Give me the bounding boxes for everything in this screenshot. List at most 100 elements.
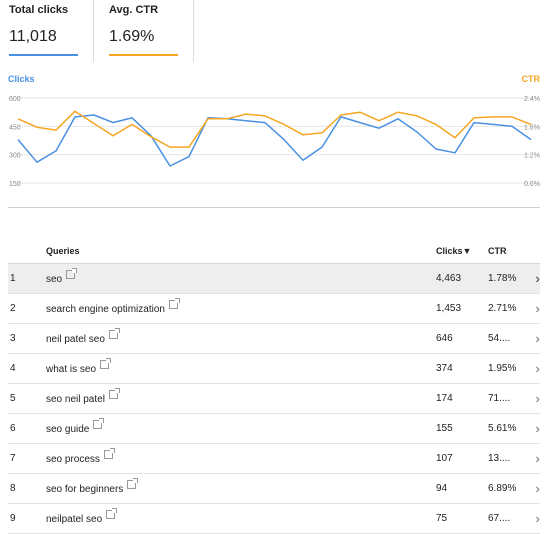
query-cell[interactable]: neil patel seo: [46, 328, 120, 345]
ctr-cell: 1.78%: [488, 273, 517, 284]
clicks-cell: 4,463: [436, 273, 462, 284]
query-text[interactable]: seo guide: [46, 424, 90, 435]
row-index: 1: [10, 273, 16, 284]
query-text[interactable]: search engine optimization: [46, 304, 165, 315]
table-row[interactable]: 8 seo for beginners 94 6.89% ››: [8, 474, 540, 504]
row-index: 2: [10, 303, 16, 314]
ctr-cell: 2.71%: [488, 303, 517, 314]
external-link-icon[interactable]: [100, 358, 112, 369]
line-chart: Clicks CTR 600 2.4% 450 1.8% 300 1.2% 150 0.6%: [8, 74, 541, 188]
clicks-cell: 1,453: [436, 303, 462, 314]
table-body: 1 seo 4,463 1.78% ›› 2 search engine optimizat…: [8, 264, 540, 534]
left-tick-label: 300: [9, 153, 21, 160]
metric-value: 1.69%: [109, 28, 155, 45]
ctr-cell: 1.95%: [488, 363, 517, 374]
clicks-cell: 155: [436, 423, 453, 434]
query-cell[interactable]: seo: [46, 268, 78, 285]
external-link-icon[interactable]: [127, 478, 139, 489]
performance-chart: Clicks CTR 600 2.4% 450 1.8% 300 1.2% 150 0.6%: [0, 70, 553, 215]
query-cell[interactable]: seo process: [46, 448, 115, 465]
row-index: 4: [10, 363, 16, 374]
query-cell[interactable]: search engine optimization: [46, 298, 180, 315]
external-link-icon[interactable]: [66, 268, 78, 279]
right-tick-label: 0.6%: [524, 181, 540, 188]
external-link-icon[interactable]: [93, 418, 105, 429]
clicks-cell: 646: [436, 333, 453, 344]
double-chevron-right-icon[interactable]: ››: [535, 451, 538, 466]
metric-label: Avg. CTR: [109, 4, 159, 16]
metric-divider: [193, 0, 194, 62]
double-chevron-right-icon[interactable]: ››: [535, 391, 538, 406]
table-row[interactable]: 4 what is seo 374 1.95% ››: [8, 354, 540, 384]
row-index: 3: [10, 333, 16, 344]
table-row[interactable]: 2 search engine optimization 1,453 2.71% ››: [8, 294, 540, 324]
clicks-cell: 75: [436, 513, 448, 524]
double-chevron-right-icon[interactable]: ››: [535, 301, 538, 316]
table-row[interactable]: 6 seo guide 155 5.61% ››: [8, 414, 540, 444]
query-text[interactable]: seo: [46, 274, 63, 285]
ctr-cell: 54....: [488, 333, 511, 344]
query-cell[interactable]: seo for beginners: [46, 478, 139, 495]
double-chevron-right-icon[interactable]: ››: [535, 271, 538, 286]
table-header: Queries Clicks▼ CTR: [8, 236, 540, 264]
external-link-icon[interactable]: [108, 388, 120, 399]
clicks-cell: 94: [436, 483, 448, 494]
metrics-bar: Total clicks 11,018 Avg. CTR 1.69%: [0, 0, 553, 62]
query-text[interactable]: seo neil patel: [46, 394, 105, 405]
query-cell[interactable]: seo guide: [46, 418, 105, 435]
external-link-icon[interactable]: [106, 508, 118, 519]
external-link-icon[interactable]: [103, 448, 115, 459]
metric-card-avg-ctr[interactable]: Avg. CTR 1.69%: [100, 0, 193, 62]
row-index: 6: [10, 423, 16, 434]
row-index: 5: [10, 393, 16, 404]
queries-table: Queries Clicks▼ CTR 1 seo 4,463 1.78% ›› 2 sea…: [8, 236, 540, 534]
table-row[interactable]: 9 neilpatel seo 75 67.... ››: [8, 504, 540, 534]
header-clicks[interactable]: Clicks▼: [436, 246, 472, 256]
right-tick-label: 1.2%: [524, 153, 540, 160]
row-index: 7: [10, 453, 16, 464]
double-chevron-right-icon[interactable]: ››: [535, 421, 538, 436]
clicks-cell: 374: [436, 363, 453, 374]
metric-label: Total clicks: [9, 4, 69, 16]
table-row[interactable]: 5 seo neil patel 174 71.... ››: [8, 384, 540, 414]
query-cell[interactable]: seo neil patel: [46, 388, 120, 405]
ctr-cell: 6.89%: [488, 483, 517, 494]
metric-underline: [9, 54, 78, 56]
double-chevron-right-icon[interactable]: ››: [535, 481, 538, 496]
clicks-cell: 174: [436, 393, 453, 404]
query-text[interactable]: seo for beginners: [46, 484, 124, 495]
right-tick-label: 2.4%: [524, 96, 540, 103]
double-chevron-right-icon[interactable]: ››: [535, 511, 538, 526]
header-ctr[interactable]: CTR: [488, 246, 507, 256]
header-queries[interactable]: Queries: [46, 246, 80, 256]
external-link-icon[interactable]: [168, 298, 180, 309]
table-row[interactable]: 1 seo 4,463 1.78% ››: [8, 264, 540, 294]
query-text[interactable]: seo process: [46, 454, 100, 465]
query-text[interactable]: neilpatel seo: [46, 514, 103, 525]
query-text[interactable]: neil patel seo: [46, 334, 105, 345]
left-tick-label: 450: [9, 124, 21, 131]
double-chevron-right-icon[interactable]: ››: [535, 331, 538, 346]
left-tick-label: 600: [9, 96, 21, 103]
double-chevron-right-icon[interactable]: ››: [535, 361, 538, 376]
ctr-series-line: [17, 110, 532, 148]
metric-card-total-clicks[interactable]: Total clicks 11,018: [0, 0, 93, 62]
clicks-cell: 107: [436, 453, 453, 464]
query-text[interactable]: what is seo: [46, 364, 97, 375]
ctr-cell: 71....: [488, 393, 511, 404]
chart-baseline: [8, 207, 540, 208]
row-index: 9: [10, 513, 16, 524]
ctr-cell: 67....: [488, 513, 511, 524]
left-tick-label: 150: [9, 181, 21, 188]
query-cell[interactable]: neilpatel seo: [46, 508, 118, 525]
table-row[interactable]: 3 neil patel seo 646 54.... ››: [8, 324, 540, 354]
table-row[interactable]: 7 seo process 107 13.... ››: [8, 444, 540, 474]
query-cell[interactable]: what is seo: [46, 358, 112, 375]
ctr-cell: 5.61%: [488, 423, 517, 434]
right-axis-label: CTR: [522, 74, 541, 84]
clicks-series-line: [17, 114, 532, 167]
ctr-cell: 13....: [488, 453, 511, 464]
left-axis-label: Clicks: [8, 74, 35, 84]
row-index: 8: [10, 483, 16, 494]
external-link-icon[interactable]: [108, 328, 120, 339]
